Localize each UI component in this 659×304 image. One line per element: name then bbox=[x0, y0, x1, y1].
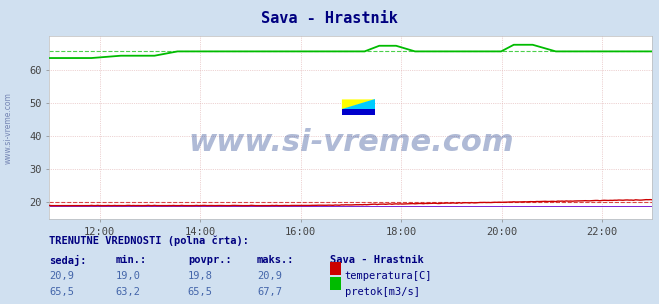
Text: 63,2: 63,2 bbox=[115, 287, 140, 297]
Polygon shape bbox=[342, 99, 375, 109]
Text: 19,8: 19,8 bbox=[188, 271, 213, 282]
Text: Sava - Hrastnik: Sava - Hrastnik bbox=[330, 255, 423, 265]
Text: min.:: min.: bbox=[115, 255, 146, 265]
Text: www.si-vreme.com: www.si-vreme.com bbox=[188, 128, 514, 157]
Text: 67,7: 67,7 bbox=[257, 287, 282, 297]
Bar bbox=[342, 109, 375, 115]
Text: sedaj:: sedaj: bbox=[49, 255, 87, 266]
Text: TRENUTNE VREDNOSTI (polna črta):: TRENUTNE VREDNOSTI (polna črta): bbox=[49, 236, 249, 246]
Text: temperatura[C]: temperatura[C] bbox=[345, 271, 432, 282]
Text: 65,5: 65,5 bbox=[49, 287, 74, 297]
Text: 20,9: 20,9 bbox=[257, 271, 282, 282]
Text: www.si-vreme.com: www.si-vreme.com bbox=[3, 92, 13, 164]
Text: pretok[m3/s]: pretok[m3/s] bbox=[345, 287, 420, 297]
Text: Sava - Hrastnik: Sava - Hrastnik bbox=[261, 11, 398, 26]
Text: maks.:: maks.: bbox=[257, 255, 295, 265]
Polygon shape bbox=[342, 99, 375, 109]
Text: 65,5: 65,5 bbox=[188, 287, 213, 297]
Text: 19,0: 19,0 bbox=[115, 271, 140, 282]
Text: 20,9: 20,9 bbox=[49, 271, 74, 282]
Text: povpr.:: povpr.: bbox=[188, 255, 231, 265]
